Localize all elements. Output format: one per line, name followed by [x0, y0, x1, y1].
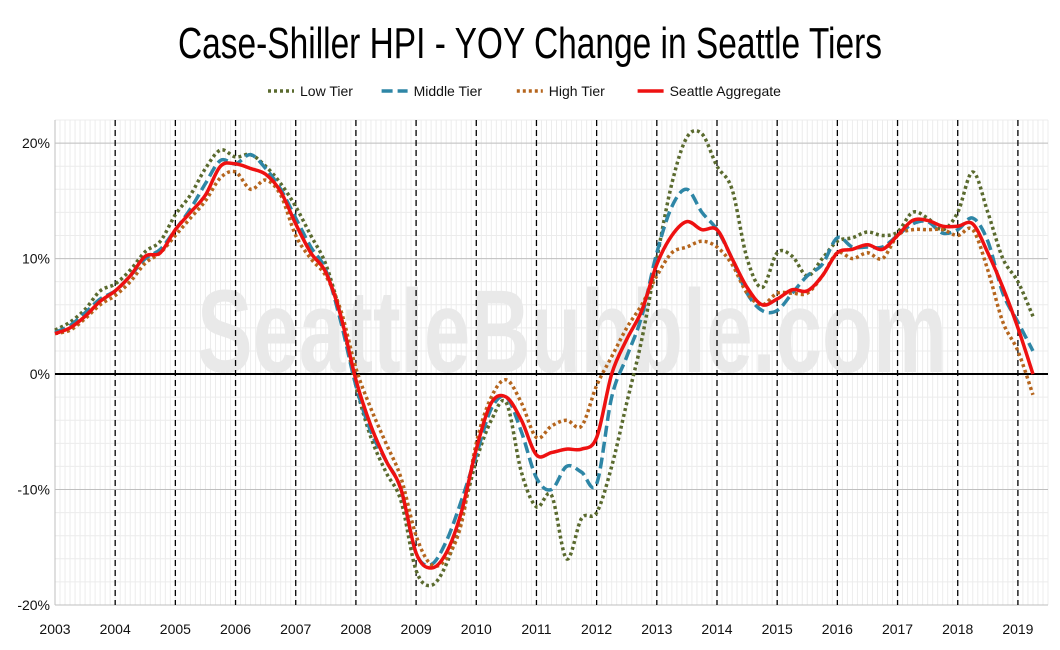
series-line-middle-tier — [54, 152, 1035, 568]
x-tick-label: 2016 — [822, 621, 853, 637]
x-tick-label: 2018 — [942, 621, 973, 637]
legend-label-middle-tier: Middle Tier — [414, 83, 483, 99]
y-tick-label: 20% — [22, 135, 50, 151]
x-tick-label: 2019 — [1002, 621, 1033, 637]
legend-label-seattle-aggregate: Seattle Aggregate — [670, 83, 782, 99]
x-tick-label: 2007 — [280, 621, 311, 637]
x-tick-label: 2012 — [581, 621, 612, 637]
x-tick-label: 2014 — [701, 621, 732, 637]
x-tick-label: 2003 — [39, 621, 70, 637]
series-line-high-tier — [54, 169, 1035, 569]
legend-label-high-tier: High Tier — [549, 83, 605, 99]
series-layer — [54, 128, 1035, 588]
legend: Low Tier Middle Tier High Tier Seattle Aggr… — [268, 83, 781, 99]
y-axis-ticks: 20% 10% 0% -10% -20% — [17, 135, 50, 613]
x-tick-label: 2005 — [160, 621, 191, 637]
watermark: SeattleBubble.com — [197, 266, 947, 398]
series-line-seattle-aggregate — [54, 161, 1035, 570]
x-tick-label: 2013 — [641, 621, 672, 637]
series-line-low-tier — [54, 128, 1035, 588]
x-tick-label: 2006 — [220, 621, 251, 637]
y-tick-label: -20% — [17, 597, 50, 613]
legend-label-low-tier: Low Tier — [300, 83, 353, 99]
x-axis-ticks: 2003 2004 2005 2006 2007 2008 2009 2010 2011 2012… — [39, 621, 1033, 637]
x-tick-label: 2017 — [882, 621, 913, 637]
year-divider-lines — [114, 120, 1019, 605]
x-tick-label: 2011 — [521, 621, 551, 637]
y-tick-label: 10% — [22, 251, 50, 267]
x-tick-label: 2004 — [100, 621, 131, 637]
y-tick-label: -10% — [17, 482, 50, 498]
x-tick-label: 2009 — [401, 621, 432, 637]
x-tick-label: 2008 — [340, 621, 371, 637]
chart-title: Case-Shiller HPI - YOY Change in Seattle… — [178, 19, 882, 68]
x-tick-label: 2015 — [762, 621, 793, 637]
x-tick-label: 2010 — [461, 621, 492, 637]
y-tick-label: 0% — [30, 366, 50, 382]
